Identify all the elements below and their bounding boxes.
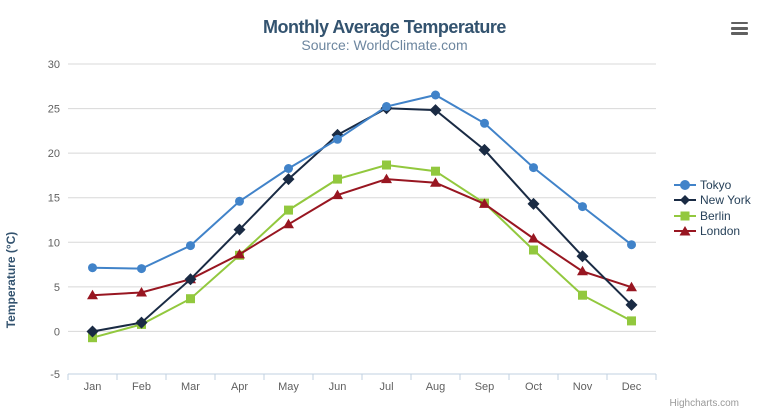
- svg-text:Dec: Dec: [622, 381, 642, 393]
- svg-text:-5: -5: [50, 369, 60, 381]
- svg-text:Temperature (°C): Temperature (°C): [4, 232, 18, 329]
- svg-text:Nov: Nov: [573, 381, 593, 393]
- svg-text:May: May: [278, 381, 299, 393]
- svg-text:Jun: Jun: [329, 381, 347, 393]
- svg-text:Aug: Aug: [426, 381, 446, 393]
- svg-text:0: 0: [54, 326, 60, 338]
- svg-text:Mar: Mar: [181, 381, 200, 393]
- svg-text:20: 20: [48, 148, 60, 160]
- svg-text:10: 10: [48, 237, 60, 249]
- svg-text:Oct: Oct: [525, 381, 542, 393]
- svg-text:Jan: Jan: [84, 381, 102, 393]
- svg-text:Sep: Sep: [475, 381, 495, 393]
- svg-text:Apr: Apr: [231, 381, 248, 393]
- svg-text:Feb: Feb: [132, 381, 151, 393]
- svg-text:30: 30: [48, 59, 60, 71]
- svg-text:15: 15: [48, 193, 60, 205]
- svg-text:5: 5: [54, 282, 60, 294]
- svg-text:25: 25: [48, 104, 60, 116]
- svg-text:Jul: Jul: [379, 381, 393, 393]
